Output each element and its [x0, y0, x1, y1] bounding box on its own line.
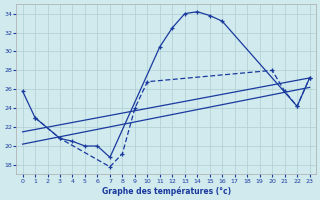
- X-axis label: Graphe des températures (°c): Graphe des températures (°c): [101, 186, 231, 196]
